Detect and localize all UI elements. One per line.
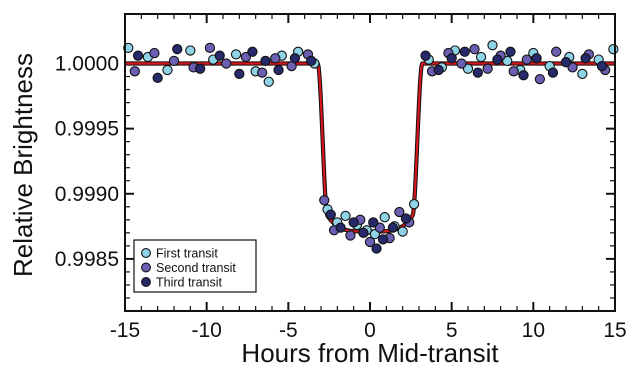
data-point xyxy=(547,67,559,78)
data-point xyxy=(234,68,245,80)
data-point xyxy=(319,195,330,206)
data-point xyxy=(551,46,562,57)
data-point xyxy=(247,46,258,57)
data-point xyxy=(214,50,225,61)
data-point xyxy=(263,76,274,87)
x-tick-label: -15 xyxy=(110,319,140,342)
x-tick-label: -5 xyxy=(279,319,298,342)
legend-marker xyxy=(141,277,151,287)
data-point xyxy=(172,44,183,55)
data-point xyxy=(521,54,532,65)
data-point xyxy=(270,53,281,64)
x-tick-label: 10 xyxy=(522,319,545,342)
data-point xyxy=(364,236,376,248)
data-point xyxy=(560,57,572,68)
data-point xyxy=(340,210,351,222)
axes: -15 -10 -5 0 5 10 15 1.0000 0.9995 0.9990 0.9985 xyxy=(55,14,627,342)
legend-label: Second transit xyxy=(156,261,236,275)
data-point xyxy=(475,51,487,63)
data-point xyxy=(577,68,588,80)
data-point xyxy=(487,40,498,51)
data-point xyxy=(608,44,619,55)
y-tick-label: 0.9985 xyxy=(55,248,119,271)
plot-frame xyxy=(124,13,616,312)
model-curve-outline xyxy=(123,61,617,234)
x-tick-label: 0 xyxy=(364,319,376,342)
data-point xyxy=(345,230,356,241)
data-point xyxy=(394,206,405,218)
data-point xyxy=(335,222,346,233)
data-point xyxy=(260,55,271,67)
data-point xyxy=(459,46,470,57)
data-point xyxy=(289,53,301,64)
data-point xyxy=(446,53,457,64)
data-point xyxy=(387,222,399,233)
legend-label: Third transit xyxy=(156,276,223,290)
data-point xyxy=(456,58,467,69)
data-point xyxy=(168,55,180,67)
data-point xyxy=(433,64,444,76)
data-point xyxy=(273,64,284,76)
x-tick-label: -10 xyxy=(191,319,221,342)
legend-marker xyxy=(141,248,151,258)
data-point xyxy=(348,217,359,228)
data-point xyxy=(162,64,173,76)
data-point xyxy=(221,58,232,69)
data-point xyxy=(149,47,160,59)
legend-marker xyxy=(141,262,151,273)
data-point xyxy=(580,53,591,64)
data-point xyxy=(492,54,503,65)
data-point xyxy=(230,49,242,60)
data-point xyxy=(469,44,480,55)
data-point xyxy=(368,217,379,228)
y-axis-label: Relative Brightness xyxy=(8,53,38,277)
data-point xyxy=(204,42,216,54)
data-point xyxy=(132,50,144,61)
data-point xyxy=(379,212,390,223)
data-point xyxy=(508,66,519,77)
y-tick-label: 1.0000 xyxy=(55,53,119,76)
data-point xyxy=(534,73,546,85)
data-point xyxy=(518,70,529,81)
data-point xyxy=(482,63,493,74)
data-point xyxy=(371,243,382,254)
data-point xyxy=(400,213,412,224)
data-point xyxy=(152,72,163,83)
data-point xyxy=(420,50,431,61)
data-point xyxy=(408,199,420,210)
data-point xyxy=(397,226,408,237)
data-point xyxy=(531,53,542,64)
model-curve-group xyxy=(123,61,617,234)
data-point xyxy=(505,46,516,57)
data-point xyxy=(325,209,336,220)
y-tick-label: 0.9990 xyxy=(55,183,119,206)
legend-box xyxy=(133,239,257,293)
data-point xyxy=(358,227,369,238)
data-point xyxy=(129,66,140,77)
data-points xyxy=(123,40,619,254)
model-curve xyxy=(124,62,616,233)
data-point xyxy=(257,67,268,78)
x-tick-label: 5 xyxy=(446,319,458,342)
data-point xyxy=(194,63,206,74)
legend-label: First transit xyxy=(156,247,218,261)
x-axis-label: Hours from Mid-transit xyxy=(241,338,499,368)
x-tick-label: 15 xyxy=(603,319,626,342)
data-point xyxy=(472,67,483,78)
y-tick-label: 0.9995 xyxy=(55,118,119,141)
data-point xyxy=(377,234,389,245)
data-point xyxy=(306,55,317,67)
data-point xyxy=(596,60,608,72)
data-point xyxy=(185,45,196,56)
